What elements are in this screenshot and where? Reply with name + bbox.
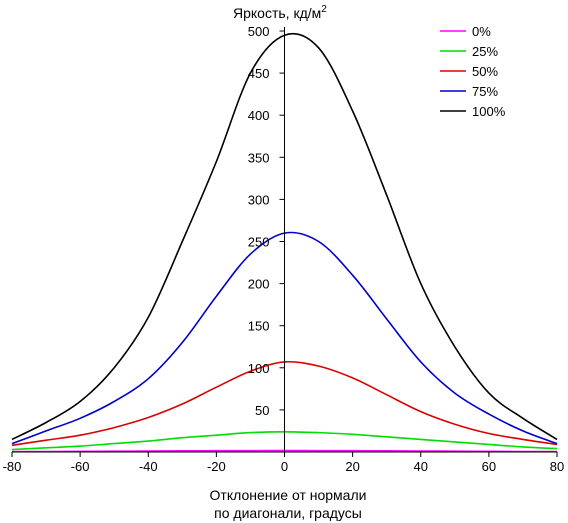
x-tick-label: -80 xyxy=(3,459,22,474)
legend-label: 25% xyxy=(472,44,498,59)
x-tick-label: 60 xyxy=(482,459,496,474)
legend: 0% 25% 50% 75% 100% xyxy=(440,24,506,119)
y-axis-title-superscript: 2 xyxy=(321,4,327,15)
y-tick-label: 450 xyxy=(248,66,270,81)
y-tick-label: 500 xyxy=(248,24,270,39)
legend-label: 0% xyxy=(472,24,491,39)
y-tick-label: 200 xyxy=(248,277,270,292)
y-tick-label: 400 xyxy=(248,108,270,123)
y-axis-title-text: Яркость, кд/м xyxy=(233,5,321,21)
ticks-layer: -80 -60 -40 -20 0 20 40 60 80 50 100 150 200 250 300 35… xyxy=(3,24,565,474)
y-axis-title: Яркость, кд/м2 xyxy=(233,4,327,21)
x-tick-label: 80 xyxy=(550,459,564,474)
x-tick-label: -60 xyxy=(71,459,90,474)
x-axis-title-line1: Отклонение от нормали xyxy=(210,487,367,503)
y-tick-label: 100 xyxy=(248,361,270,376)
legend-label: 50% xyxy=(472,64,498,79)
x-tick-label: 0 xyxy=(281,459,288,474)
y-tick-label: 150 xyxy=(248,319,270,334)
x-axis-title-line2: по диагонали, градусы xyxy=(214,505,362,521)
x-tick-label: 40 xyxy=(414,459,428,474)
x-tick-label: -20 xyxy=(207,459,226,474)
x-tick-label: -40 xyxy=(139,459,158,474)
legend-label: 100% xyxy=(472,104,506,119)
x-tick-label: 20 xyxy=(345,459,359,474)
y-tick-label: 300 xyxy=(248,192,270,207)
y-tick-label: 250 xyxy=(248,235,270,250)
legend-label: 75% xyxy=(472,84,498,99)
y-tick-label: 350 xyxy=(248,150,270,165)
y-tick-label: 50 xyxy=(255,403,269,418)
